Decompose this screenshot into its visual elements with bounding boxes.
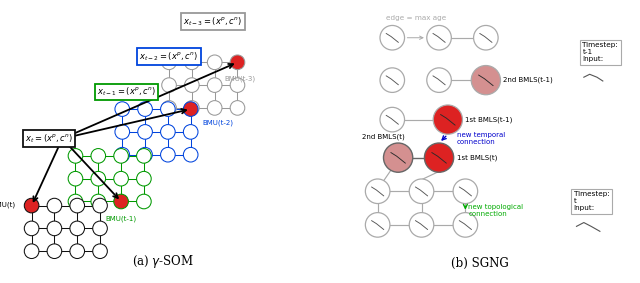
Circle shape — [184, 55, 199, 70]
Circle shape — [230, 100, 244, 115]
Circle shape — [365, 213, 390, 237]
Circle shape — [115, 125, 129, 139]
Circle shape — [138, 102, 152, 116]
Circle shape — [184, 125, 198, 139]
Text: $x_{t-2}=(x^p,c^n)$: $x_{t-2}=(x^p,c^n)$ — [140, 50, 199, 63]
Circle shape — [427, 25, 451, 50]
Text: Timestep:
t
Input:: Timestep: t Input: — [573, 192, 609, 211]
Circle shape — [161, 147, 175, 162]
Text: (b) SGNG: (b) SGNG — [451, 257, 509, 270]
Circle shape — [93, 244, 108, 259]
Circle shape — [380, 25, 404, 50]
Circle shape — [114, 171, 129, 186]
Circle shape — [409, 179, 434, 203]
Circle shape — [70, 244, 84, 259]
Circle shape — [380, 68, 404, 93]
Circle shape — [184, 102, 198, 116]
Circle shape — [115, 102, 129, 116]
Circle shape — [365, 179, 390, 203]
Circle shape — [47, 221, 61, 236]
Circle shape — [162, 100, 177, 115]
Circle shape — [138, 147, 152, 162]
Circle shape — [93, 221, 108, 236]
Circle shape — [453, 179, 477, 203]
Circle shape — [47, 244, 61, 259]
Circle shape — [184, 100, 199, 115]
Circle shape — [70, 221, 84, 236]
Circle shape — [136, 149, 151, 163]
Circle shape — [91, 194, 106, 209]
Circle shape — [427, 68, 451, 93]
Circle shape — [138, 125, 152, 139]
Circle shape — [207, 100, 222, 115]
Circle shape — [162, 55, 177, 70]
Text: (a) $\gamma$-SOM: (a) $\gamma$-SOM — [132, 253, 194, 270]
Text: BMU(t-3): BMU(t-3) — [225, 76, 256, 82]
Text: $x_t=(x^p,c^n)$: $x_t=(x^p,c^n)$ — [25, 132, 74, 145]
Text: BMU(t): BMU(t) — [0, 202, 15, 208]
Circle shape — [91, 149, 106, 163]
Text: $x_{t-3}=(x^p,c^n)$: $x_{t-3}=(x^p,c^n)$ — [183, 15, 243, 28]
Circle shape — [24, 198, 39, 213]
Circle shape — [68, 171, 83, 186]
Circle shape — [24, 244, 39, 259]
Circle shape — [474, 25, 498, 50]
Circle shape — [207, 78, 222, 93]
Text: BMU(t-1): BMU(t-1) — [106, 216, 137, 222]
Circle shape — [47, 198, 61, 213]
Circle shape — [68, 194, 83, 209]
Circle shape — [24, 221, 39, 236]
Circle shape — [91, 171, 106, 186]
Circle shape — [93, 198, 108, 213]
Circle shape — [136, 194, 151, 209]
Circle shape — [409, 213, 434, 237]
Circle shape — [70, 198, 84, 213]
Circle shape — [424, 143, 454, 172]
Text: 2nd BMLS(t): 2nd BMLS(t) — [362, 134, 405, 140]
Circle shape — [184, 147, 198, 162]
Circle shape — [433, 105, 463, 134]
Circle shape — [230, 78, 244, 93]
Circle shape — [114, 149, 129, 163]
Circle shape — [161, 102, 175, 116]
Text: $x_{t-1}=(x^p,c^n)$: $x_{t-1}=(x^p,c^n)$ — [97, 85, 156, 98]
Circle shape — [68, 149, 83, 163]
Circle shape — [453, 213, 477, 237]
Circle shape — [184, 78, 199, 93]
Text: new topological
connection: new topological connection — [468, 204, 524, 217]
Text: 1st BMLS(t-1): 1st BMLS(t-1) — [465, 116, 513, 123]
Circle shape — [114, 194, 129, 209]
Text: BMU(t-2): BMU(t-2) — [202, 119, 234, 126]
Circle shape — [471, 65, 500, 95]
Circle shape — [230, 55, 244, 70]
Circle shape — [136, 171, 151, 186]
Text: edge = max age: edge = max age — [385, 15, 446, 21]
Text: 2nd BMLS(t-1): 2nd BMLS(t-1) — [504, 77, 553, 83]
Circle shape — [383, 143, 413, 172]
Circle shape — [161, 125, 175, 139]
Circle shape — [380, 107, 404, 132]
Circle shape — [207, 55, 222, 70]
Text: 1st BMLS(t): 1st BMLS(t) — [456, 155, 497, 161]
Text: new temporal
connection: new temporal connection — [456, 132, 505, 145]
Circle shape — [162, 78, 177, 93]
Circle shape — [115, 147, 129, 162]
Text: Timestep:
t-1
Input:: Timestep: t-1 Input: — [582, 42, 618, 62]
